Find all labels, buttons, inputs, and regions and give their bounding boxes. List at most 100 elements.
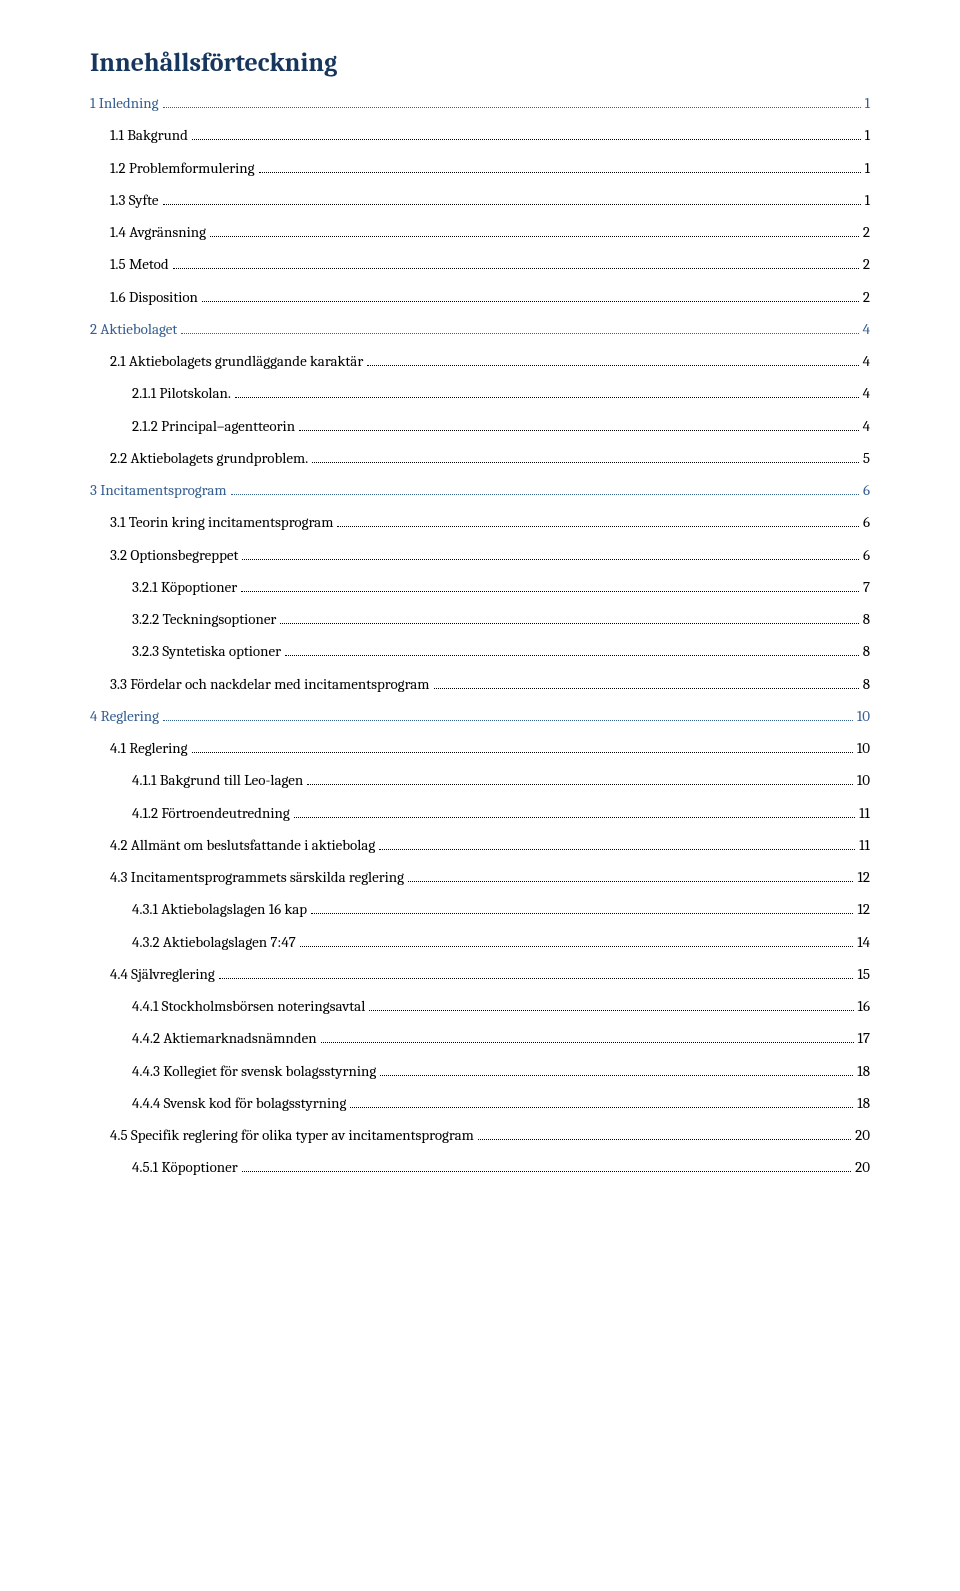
toc-entry-label: 2.2 Aktiebolagets grundproblem. (110, 447, 308, 470)
toc-leader-dots (202, 301, 859, 302)
toc-entry[interactable]: 3.2.1 Köpoptioner 7 (90, 576, 870, 599)
toc-entry[interactable]: 1.1 Bakgrund 1 (90, 124, 870, 147)
toc-entry-page: 4 (863, 382, 870, 405)
toc-leader-dots (231, 494, 859, 495)
toc-entry-page: 20 (855, 1124, 870, 1147)
toc-leader-dots (311, 913, 853, 914)
toc-leader-dots (192, 139, 861, 140)
toc-entry-page: 14 (857, 931, 870, 954)
toc-entry-page: 8 (863, 673, 870, 696)
toc-entry-label: 2.1 Aktiebolagets grundläggande karaktär (110, 350, 363, 373)
toc-leader-dots (219, 978, 854, 979)
toc-entry-page: 10 (857, 769, 870, 792)
toc-leader-dots (235, 397, 859, 398)
toc-entry-page: 8 (863, 608, 870, 631)
toc-entry[interactable]: 4 Reglering 10 (90, 705, 870, 728)
toc-leader-dots (173, 268, 859, 269)
toc-entry-page: 17 (858, 1027, 870, 1050)
toc-entry-label: 3.2.2 Teckningsoptioner (132, 608, 276, 631)
toc-entry-page: 1 (865, 124, 870, 147)
toc-entry-label: 4.1 Reglering (110, 737, 188, 760)
toc-entry[interactable]: 1 Inledning 1 (90, 92, 870, 115)
toc-entry-label: 4.3.1 Aktiebolagslagen 16 kap (132, 898, 307, 921)
toc-entry[interactable]: 4.4.1 Stockholmsbörsen noteringsavtal 16 (90, 995, 870, 1018)
toc-leader-dots (478, 1139, 851, 1140)
toc-entry-page: 20 (855, 1156, 870, 1179)
toc-entry-label: 4.4.3 Kollegiet för svensk bolagsstyrnin… (132, 1060, 376, 1083)
toc-entry[interactable]: 1.2 Problemformulering1 (90, 157, 870, 180)
toc-leader-dots (242, 1171, 851, 1172)
toc-entry-label: 2.1.2 Principal–agentteorin (132, 415, 295, 438)
toc-entry[interactable]: 4.2 Allmänt om beslutsfattande i aktiebo… (90, 834, 870, 857)
toc-entry-label: 4.1.1 Bakgrund till Leo-lagen (132, 769, 303, 792)
toc-entry[interactable]: 4.1.2 Förtroendeutredning11 (90, 802, 870, 825)
toc-entry[interactable]: 4.4.3 Kollegiet för svensk bolagsstyrnin… (90, 1060, 870, 1083)
toc-leader-dots (367, 365, 858, 366)
toc-entry[interactable]: 4.3 Incitamentsprogrammets särskilda reg… (90, 866, 870, 889)
toc-entry[interactable]: 2.2 Aktiebolagets grundproblem.5 (90, 447, 870, 470)
toc-entry[interactable]: 3 Incitamentsprogram6 (90, 479, 870, 502)
toc-entry-page: 8 (863, 640, 870, 663)
toc-entry[interactable]: 4.4.4 Svensk kod för bolagsstyrning 18 (90, 1092, 870, 1115)
toc-entry-page: 16 (858, 995, 870, 1018)
toc-leader-dots (379, 849, 855, 850)
toc-leader-dots (294, 817, 855, 818)
toc-entry[interactable]: 4.1.1 Bakgrund till Leo-lagen 10 (90, 769, 870, 792)
toc-entry[interactable]: 2 Aktiebolaget4 (90, 318, 870, 341)
toc-entry-label: 1.6 Disposition (110, 286, 198, 309)
toc-entry-label: 1 Inledning (90, 92, 159, 115)
toc-entry[interactable]: 4.3.2 Aktiebolagslagen 7:4714 (90, 931, 870, 954)
toc-entry-page: 10 (857, 705, 870, 728)
toc-entry-page: 1 (865, 92, 870, 115)
toc-entry-label: 3.3 Fördelar och nackdelar med incitamen… (110, 673, 430, 696)
toc-entry[interactable]: 1.4 Avgränsning2 (90, 221, 870, 244)
toc-entry-label: 3.1 Teorin kring incitamentsprogram (110, 511, 333, 534)
toc-leader-dots (299, 430, 859, 431)
toc-entry-page: 7 (863, 576, 870, 599)
toc-entry-page: 4 (863, 415, 870, 438)
toc-entry[interactable]: 4.1 Reglering10 (90, 737, 870, 760)
toc-entry[interactable]: 1.3 Syfte1 (90, 189, 870, 212)
toc-entry[interactable]: 2.1.2 Principal–agentteorin 4 (90, 415, 870, 438)
toc-entry[interactable]: 3.2.3 Syntetiska optioner 8 (90, 640, 870, 663)
toc-leader-dots (434, 688, 859, 689)
toc-leader-dots (285, 655, 859, 656)
toc-entry[interactable]: 1.6 Disposition 2 (90, 286, 870, 309)
toc-entry[interactable]: 1.5 Metod2 (90, 253, 870, 276)
toc-entry[interactable]: 4.5.1 Köpoptioner20 (90, 1156, 870, 1179)
toc-leader-dots (280, 623, 858, 624)
toc-entry-label: 1.5 Metod (110, 253, 169, 276)
toc-entry[interactable]: 3.1 Teorin kring incitamentsprogram 6 (90, 511, 870, 534)
toc-entry-page: 12 (857, 866, 870, 889)
toc-title: Innehållsförteckning (90, 48, 870, 78)
toc-entry[interactable]: 3.2 Optionsbegreppet6 (90, 544, 870, 567)
toc-entry[interactable]: 3.2.2 Teckningsoptioner 8 (90, 608, 870, 631)
toc-entry[interactable]: 4.4.2 Aktiemarknadsnämnden17 (90, 1027, 870, 1050)
toc-leader-dots (259, 172, 861, 173)
toc-entry-label: 4.2 Allmänt om beslutsfattande i aktiebo… (110, 834, 375, 857)
toc-entry[interactable]: 2.1 Aktiebolagets grundläggande karaktär… (90, 350, 870, 373)
toc-entry-label: 1.1 Bakgrund (110, 124, 188, 147)
toc-entry-label: 3.2 Optionsbegreppet (110, 544, 238, 567)
toc-leader-dots (321, 1042, 854, 1043)
toc-entry[interactable]: 4.4 Självreglering15 (90, 963, 870, 986)
toc-entry-label: 3.2.3 Syntetiska optioner (132, 640, 281, 663)
toc-entry-label: 3.2.1 Köpoptioner (132, 576, 237, 599)
toc-entry-label: 4.1.2 Förtroendeutredning (132, 802, 290, 825)
toc-entry-label: 4.4.1 Stockholmsbörsen noteringsavtal (132, 995, 365, 1018)
toc-entry[interactable]: 4.3.1 Aktiebolagslagen 16 kap12 (90, 898, 870, 921)
toc-entry-page: 15 (857, 963, 870, 986)
toc-entry[interactable]: 2.1.1 Pilotskolan.4 (90, 382, 870, 405)
toc-entry-page: 18 (857, 1060, 870, 1083)
toc-entry-page: 2 (863, 286, 870, 309)
toc-entry-page: 2 (863, 221, 870, 244)
toc-entry[interactable]: 4.5 Specifik reglering för olika typer a… (90, 1124, 870, 1147)
toc-entry-page: 6 (863, 511, 870, 534)
toc-entry-page: 18 (857, 1092, 870, 1115)
toc-entry-label: 4.4.4 Svensk kod för bolagsstyrning (132, 1092, 346, 1115)
toc-entry[interactable]: 3.3 Fördelar och nackdelar med incitamen… (90, 673, 870, 696)
toc-entry-label: 4.5 Specifik reglering för olika typer a… (110, 1124, 474, 1147)
toc-leader-dots (242, 559, 859, 560)
toc-entry-label: 4 Reglering (90, 705, 159, 728)
toc-entry-label: 2 Aktiebolaget (90, 318, 177, 341)
